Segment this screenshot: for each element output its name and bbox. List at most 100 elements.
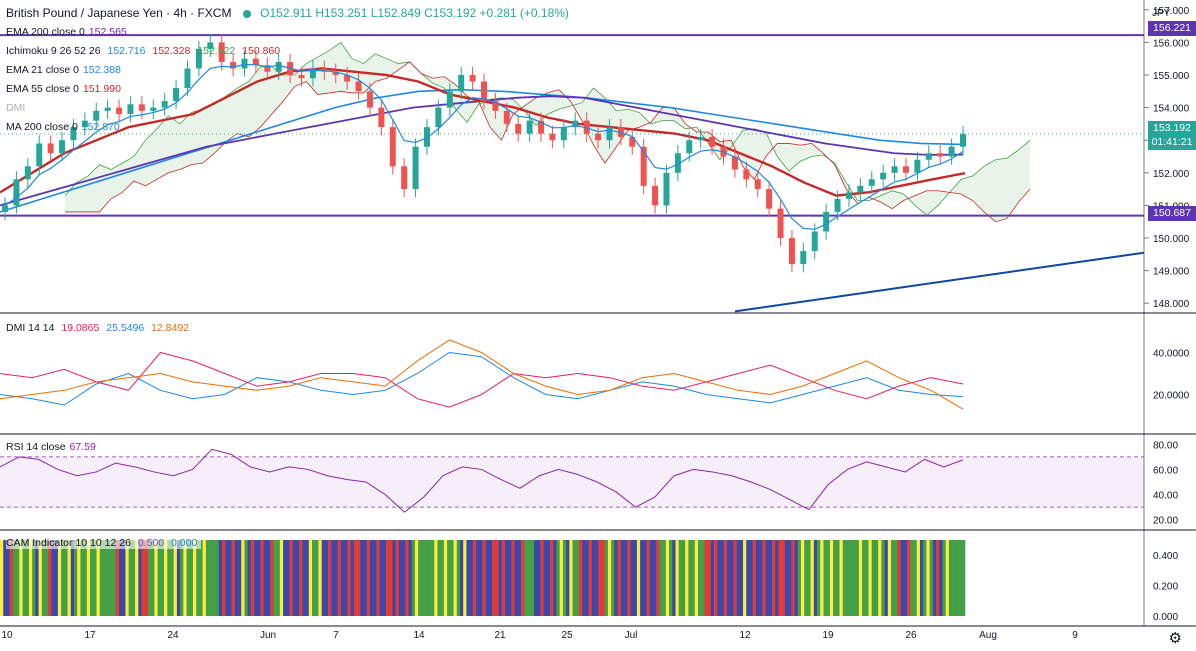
cam-bar [295, 540, 300, 616]
cam-bar [312, 540, 316, 616]
cam-bar [360, 540, 364, 616]
cam-bar [122, 540, 126, 616]
cam-bar [353, 540, 358, 616]
cam-bar [823, 540, 827, 616]
cam-bar [688, 540, 692, 616]
cam-bar [427, 540, 432, 616]
level-badge-top: 156.221 [1148, 21, 1196, 36]
price-tick-label: 155.000 [1153, 71, 1190, 82]
cam-bar [813, 540, 818, 616]
cam-bar [302, 540, 306, 616]
candle-body [218, 42, 225, 62]
candle-body [640, 146, 647, 186]
price-tick-label: 148.000 [1153, 299, 1190, 310]
cam-bar [186, 540, 191, 616]
cam-bar [562, 540, 567, 616]
cam-bar [891, 540, 895, 616]
cam-bar [266, 540, 271, 616]
cam-bar [537, 540, 541, 616]
cam-bar [405, 540, 409, 616]
cam-bar [817, 540, 821, 616]
cam-bar [102, 540, 107, 616]
candle-body [937, 153, 944, 157]
cam-bar [431, 540, 435, 616]
currency-label[interactable]: JPY [1152, 8, 1171, 19]
cam-bar [871, 540, 876, 616]
candle-body [59, 140, 66, 154]
cam-bar [128, 540, 133, 616]
candle-body [743, 169, 750, 180]
cam-bar [746, 540, 750, 616]
cam-bar [852, 540, 856, 616]
cam-bar [357, 540, 361, 616]
time-axis-label: 25 [561, 630, 573, 641]
candle-body [777, 208, 784, 239]
cam-bar [244, 540, 248, 616]
candle-body [24, 166, 31, 180]
cam-bar [459, 540, 464, 616]
cam-bar [279, 540, 284, 616]
candle-body [492, 101, 499, 111]
cam-bar [958, 540, 963, 616]
candle-body [891, 166, 898, 173]
cam-bar [48, 540, 52, 616]
cam-bar [948, 540, 953, 616]
legend-cam[interactable]: CAM Indicator 10 10 12 26 0.500 0.000 [6, 537, 202, 549]
cam-bar [45, 540, 49, 616]
settings-gear-icon[interactable]: ⚙ [1168, 630, 1182, 647]
cam-bar [54, 540, 59, 616]
cam-bar [144, 540, 149, 616]
legend-ema21[interactable]: EMA 21 close 0 152.388 [6, 64, 121, 76]
cam-bar [437, 540, 441, 616]
cam-bar [858, 540, 863, 616]
cam-bar [611, 540, 615, 616]
legend-ma200[interactable]: MA 200 close 0 152.870 [6, 121, 120, 133]
candle-body [674, 153, 681, 173]
candle-body [709, 136, 716, 147]
cam-bar [784, 540, 789, 616]
cam-bar [51, 540, 55, 616]
legend-ema55[interactable]: EMA 55 close 0 151.990 [6, 83, 121, 95]
cam-bar [273, 540, 277, 616]
cam-bar [874, 540, 879, 616]
cam-bar [919, 540, 924, 616]
candle-body [880, 172, 887, 180]
candle-body [13, 179, 20, 206]
cam-bar [833, 540, 837, 616]
candle-body [538, 120, 545, 134]
cam-bar [109, 540, 113, 616]
candle-body [583, 120, 590, 134]
legend-dmi-overlay[interactable]: DMI [6, 102, 26, 114]
candle-body [36, 143, 43, 167]
candle-body [423, 127, 430, 147]
cam-bar [250, 540, 255, 616]
cam-bar [209, 540, 213, 616]
candle-body [127, 104, 134, 115]
legend-ichimoku[interactable]: Ichimoku 9 26 52 26 152.716 152.328 152.… [6, 45, 281, 57]
cam-bar [582, 540, 586, 616]
cam-bar [228, 540, 232, 616]
cam-bar [331, 540, 335, 616]
cam-bar [897, 540, 901, 616]
cam-bar [714, 540, 718, 616]
cam-bar [38, 540, 43, 616]
cam-bar [566, 540, 570, 616]
cam-bar [804, 540, 808, 616]
cam-bar [932, 540, 937, 616]
symbol-title[interactable]: British Pound / Japanese Yen · 4h · FXCM [6, 6, 232, 20]
legend-ema200[interactable]: EMA 200 close 0 152.565 [6, 26, 127, 38]
cam-bar [936, 540, 940, 616]
cam-bar [321, 540, 326, 616]
price-tick-label: 156.000 [1153, 38, 1190, 49]
countdown-badge: 01:41:21 [1148, 135, 1196, 150]
legend-dmi[interactable]: DMI 14 14 19.0865 25.5496 12.8492 [6, 322, 190, 334]
candle-body [481, 81, 487, 102]
cam-bar [759, 540, 763, 616]
legend-rsi[interactable]: RSI 14 close 67.59 [6, 441, 96, 453]
cam-bar [86, 540, 91, 616]
dmi-tick-label: 20.0000 [1153, 391, 1190, 402]
candle-body [549, 133, 556, 141]
cam-bar [286, 540, 290, 616]
cam-bar [862, 540, 866, 616]
